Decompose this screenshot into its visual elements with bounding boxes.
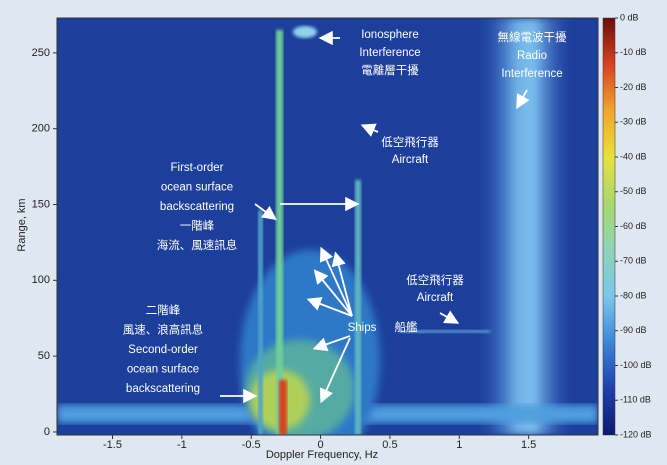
colorbar-tick-label: -70 dB — [620, 256, 647, 266]
annotation: First-order — [170, 162, 223, 174]
spectrogram — [57, 18, 598, 465]
y-tick-label: 50 — [38, 350, 50, 362]
x-tick-label: 1 — [456, 439, 462, 451]
y-tick-label: 150 — [32, 198, 50, 210]
annotation: backscattering — [126, 383, 200, 395]
x-tick-label: -1 — [177, 439, 187, 451]
annotation: 無線電波干擾 — [498, 30, 567, 44]
y-tick-label: 200 — [32, 123, 50, 135]
annotation: 電離層干擾 — [361, 63, 419, 77]
annotation: 低空飛行器 — [406, 273, 464, 287]
annotation: 海流、風速訊息 — [157, 238, 238, 252]
colorbar-tick-label: -10 dB — [620, 47, 647, 57]
annotation: 低空飛行器 — [381, 135, 439, 149]
annotation: Second-order — [128, 344, 198, 356]
x-tick-label: 0 — [318, 439, 324, 451]
x-tick-label: 1.5 — [521, 439, 536, 451]
colorbar-tick-label: -100 dB — [620, 360, 652, 370]
y-tick-label: 250 — [32, 47, 50, 59]
x-tick-label: 0.5 — [382, 439, 397, 451]
annotation: 二階峰 — [146, 303, 181, 317]
colorbar-tick-label: -60 dB — [620, 221, 647, 231]
colorbar-tick-label: -40 dB — [620, 151, 647, 161]
y-axis-label: Range, km — [16, 198, 28, 251]
annotation: Interference — [501, 68, 562, 80]
y-tick-label: 0 — [44, 426, 50, 438]
colorbar-tick-label: -80 dB — [620, 290, 647, 300]
annotation: Ionosphere — [361, 29, 419, 41]
x-tick-label: -0.5 — [242, 439, 261, 451]
colorbar — [603, 18, 615, 435]
colorbar-tick-label: -50 dB — [620, 186, 647, 196]
annotation: 風速、浪高訊息 — [123, 323, 204, 337]
annotation: ocean surface — [127, 364, 199, 376]
annotation: Aircraft — [417, 292, 454, 304]
colorbar-tick-label: -110 dB — [620, 395, 651, 405]
annotation: Interference — [359, 47, 420, 59]
colorbar-tick-label: -120 dB — [620, 429, 652, 439]
annotation: Radio — [517, 50, 547, 62]
colorbar-tick-label: -20 dB — [620, 82, 647, 92]
y-tick-label: 100 — [32, 274, 50, 286]
annotation: Ships — [348, 322, 377, 334]
annotation: 船艦 — [395, 320, 418, 334]
x-tick-label: -1.5 — [103, 439, 122, 451]
chart: Doppler Frequency, Hz Range, km -1.5-1-0… — [0, 0, 667, 465]
colorbar-tick-label: 0 dB — [620, 12, 639, 22]
annotation: backscattering — [160, 201, 234, 213]
annotation: ocean surface — [161, 182, 233, 194]
annotation: Aircraft — [392, 154, 429, 166]
colorbar-tick-label: -30 dB — [620, 117, 647, 127]
annotation: 一階峰 — [180, 219, 215, 233]
colorbar-tick-label: -90 dB — [620, 325, 647, 335]
